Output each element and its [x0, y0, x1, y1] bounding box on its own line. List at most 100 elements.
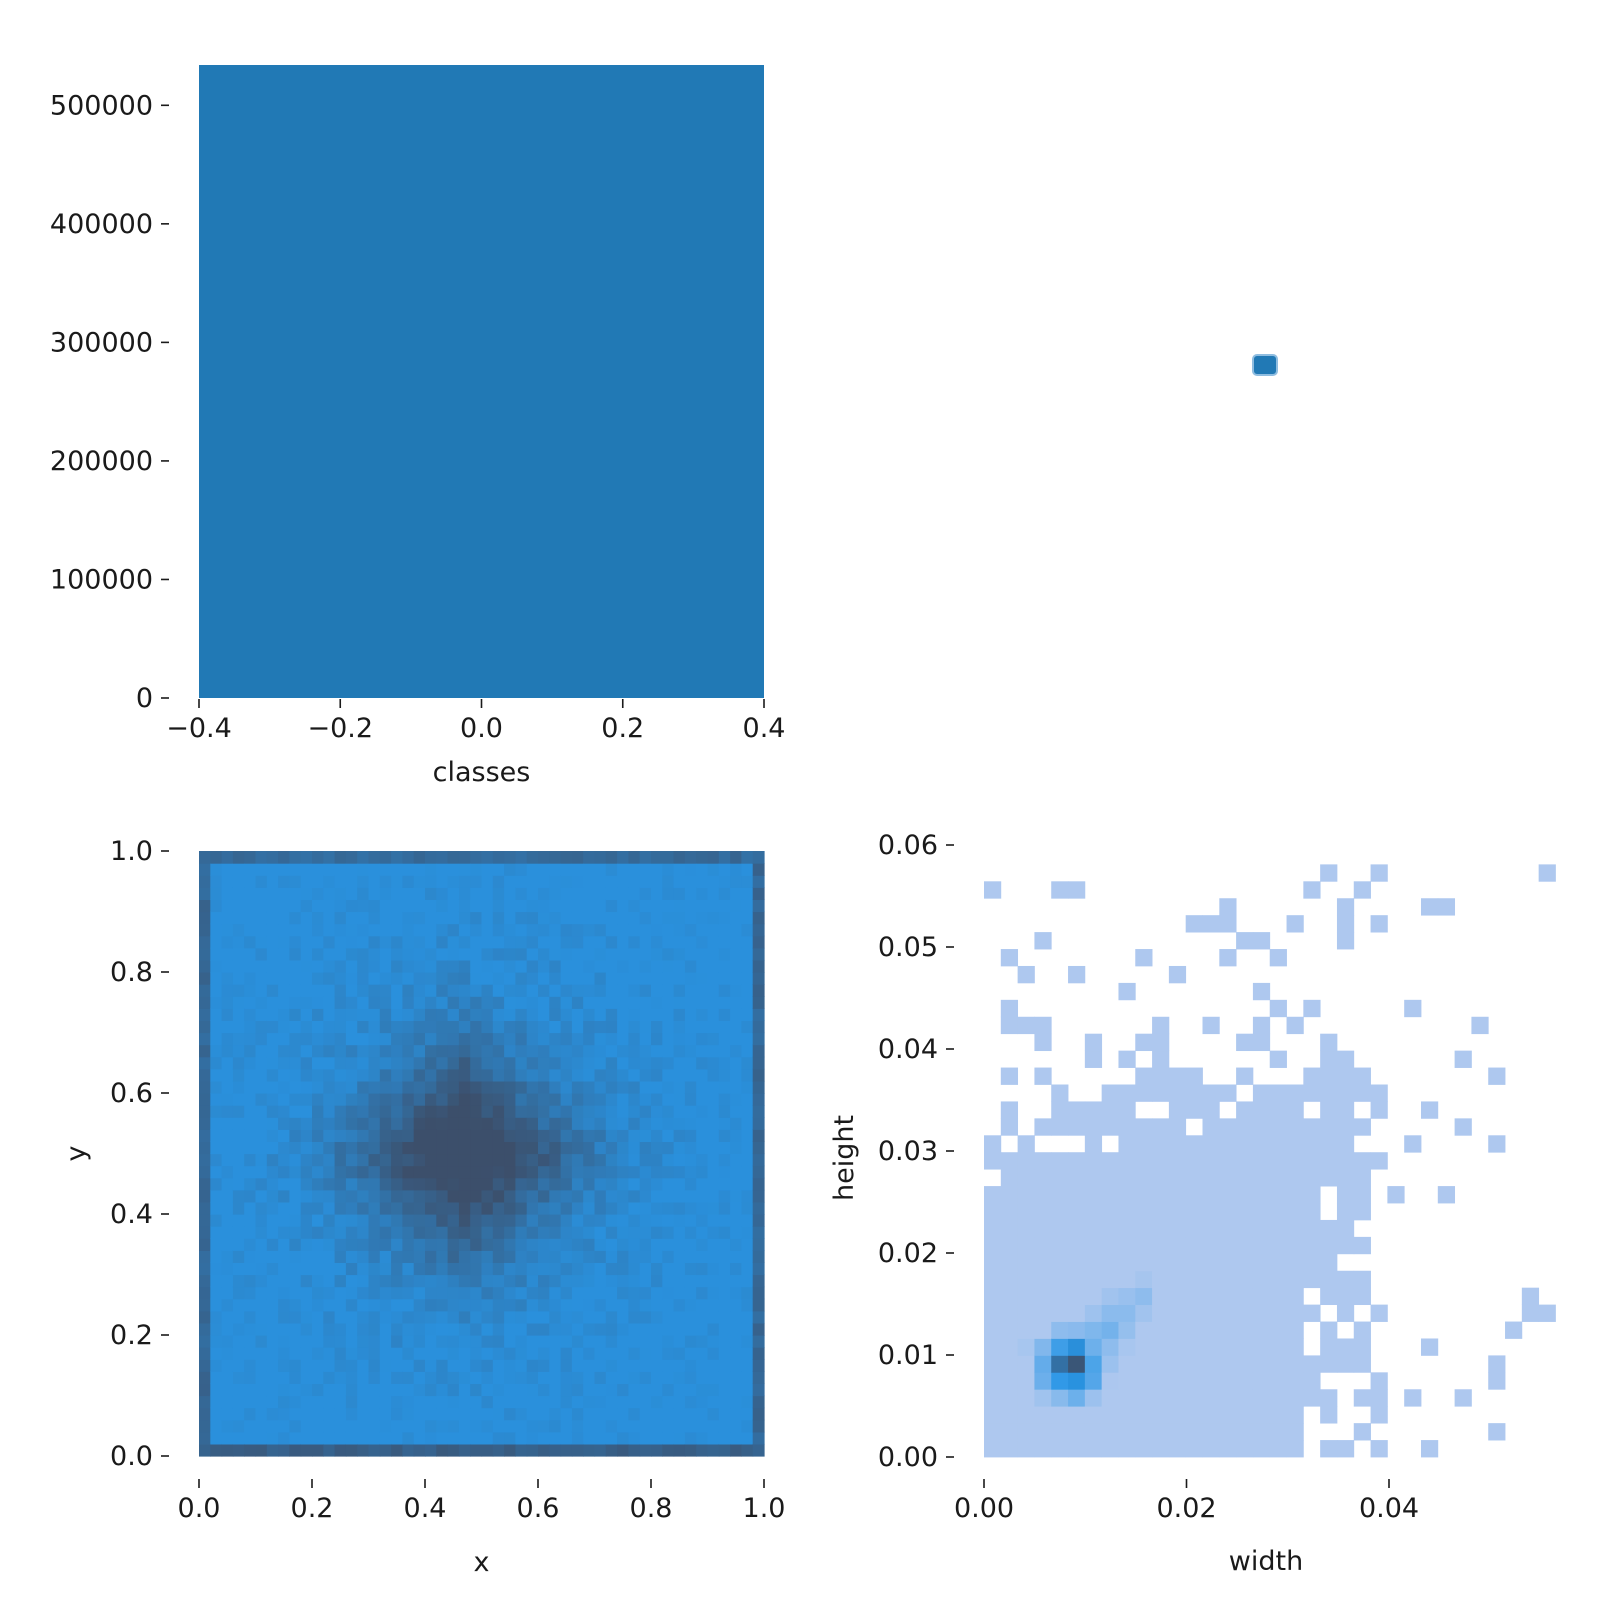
- xy-cell: [289, 1431, 302, 1445]
- wh-cell: [1034, 1321, 1052, 1339]
- xy-cell: [492, 1431, 505, 1445]
- xy-cell: [278, 1105, 290, 1118]
- xy-cell: [504, 1322, 516, 1336]
- xy-cell: [538, 1080, 550, 1094]
- xy-cell: [549, 923, 562, 937]
- xy-cell: [583, 1189, 596, 1203]
- xy-cell: [334, 1105, 347, 1118]
- wh-cell: [1152, 1406, 1170, 1424]
- wh-cell: [1269, 1186, 1287, 1204]
- xy-cell: [696, 1226, 709, 1239]
- wh-cell: [1168, 1236, 1187, 1255]
- xy-cell: [458, 1286, 471, 1300]
- xy-cell: [402, 875, 415, 888]
- xy-cell: [436, 935, 449, 949]
- xy-cell: [334, 1298, 347, 1312]
- xy-cell: [515, 984, 528, 997]
- xy-cell: [628, 1371, 641, 1384]
- xy-cell: [696, 863, 709, 876]
- xy-cell: [334, 1056, 347, 1070]
- xy-cell: [481, 1395, 494, 1409]
- xy-cell: [684, 1310, 697, 1324]
- wh-cell: [1303, 1152, 1321, 1170]
- xy-cell: [447, 1201, 460, 1215]
- xy-cell: [458, 1105, 471, 1118]
- xy-cell: [232, 1395, 245, 1409]
- xy-cell: [741, 911, 754, 925]
- xy-cell: [368, 984, 381, 997]
- xy-cell: [278, 1068, 290, 1082]
- xy-cell: [278, 1419, 290, 1433]
- xy-cell: [357, 851, 370, 864]
- wh-cell: [1219, 1186, 1237, 1204]
- xy-cell: [244, 1298, 257, 1312]
- xy-cell: [560, 984, 573, 997]
- xy-cell: [696, 1214, 709, 1227]
- xy-cell: [289, 1201, 302, 1215]
- xy-cell: [255, 1335, 268, 1348]
- xy-cell: [278, 1383, 290, 1397]
- wh-cell: [1336, 1440, 1355, 1458]
- xy-cell: [718, 1419, 731, 1433]
- xy-cell: [447, 1129, 460, 1142]
- xy-cell: [594, 984, 607, 997]
- xy-cell: [673, 1080, 686, 1094]
- xy-cell: [345, 1250, 358, 1263]
- xy-y-tick-label-1: 0.2: [110, 1320, 153, 1351]
- xy-cell: [741, 947, 754, 961]
- xy-cell: [266, 1335, 279, 1348]
- xy-cell: [571, 1129, 584, 1142]
- xy-cell: [244, 1129, 257, 1142]
- wh-cell: [984, 881, 1002, 899]
- xy-cell: [718, 1226, 731, 1239]
- xy-cell: [266, 1359, 279, 1372]
- xy-cell: [718, 1129, 731, 1142]
- xy-cell: [696, 1032, 709, 1046]
- xy-cell: [312, 1020, 324, 1034]
- xy-cell: [210, 1020, 223, 1034]
- xy-cell: [538, 875, 550, 888]
- classes-y-tick-label-2: 200000: [50, 446, 153, 477]
- xy-cell: [504, 1093, 516, 1106]
- wh-cell: [1236, 1135, 1254, 1153]
- xy-cell: [628, 1443, 641, 1457]
- xy-cell: [312, 875, 324, 888]
- wh-cell: [1202, 1135, 1220, 1153]
- xy-cell: [730, 1250, 742, 1263]
- xy-cell: [492, 1214, 505, 1227]
- xy-cell: [684, 911, 697, 925]
- xy-cell: [571, 1443, 584, 1457]
- xy-cell: [357, 1165, 370, 1179]
- xy-cell: [730, 1419, 742, 1433]
- xy-cell: [391, 1431, 403, 1445]
- xy-cell: [605, 1431, 618, 1445]
- wh-cell: [1336, 1186, 1355, 1204]
- xy-cell: [312, 911, 324, 925]
- xy-cell: [357, 1335, 370, 1348]
- xy-cell: [255, 1141, 268, 1155]
- xy-cell: [583, 1044, 596, 1058]
- xy-cell: [436, 863, 449, 876]
- xy-cell: [334, 984, 347, 997]
- wh-cell: [1101, 1355, 1119, 1373]
- wh-cell: [1202, 1118, 1220, 1136]
- xy-cell: [594, 1165, 607, 1179]
- wh-cell: [1202, 1101, 1220, 1119]
- xy-cell: [538, 1286, 550, 1300]
- xy-cell: [492, 1080, 505, 1094]
- xy-cell: [571, 1201, 584, 1215]
- xy-cell: [628, 1141, 641, 1155]
- xy-cell: [571, 1359, 584, 1372]
- xy-cell: [549, 1032, 562, 1046]
- wh-cell: [1353, 1423, 1371, 1441]
- xy-cell: [549, 1020, 562, 1034]
- xy-cell: [571, 1238, 584, 1251]
- xy-cell: [583, 1105, 596, 1118]
- xy-cell: [436, 1129, 449, 1142]
- wh-cell: [1135, 1135, 1153, 1153]
- xy-cell: [752, 1383, 765, 1397]
- wh-cell: [1286, 1186, 1304, 1204]
- wh-cell: [1336, 915, 1355, 933]
- xy-cell: [538, 1141, 550, 1155]
- xy-cell: [458, 1177, 471, 1191]
